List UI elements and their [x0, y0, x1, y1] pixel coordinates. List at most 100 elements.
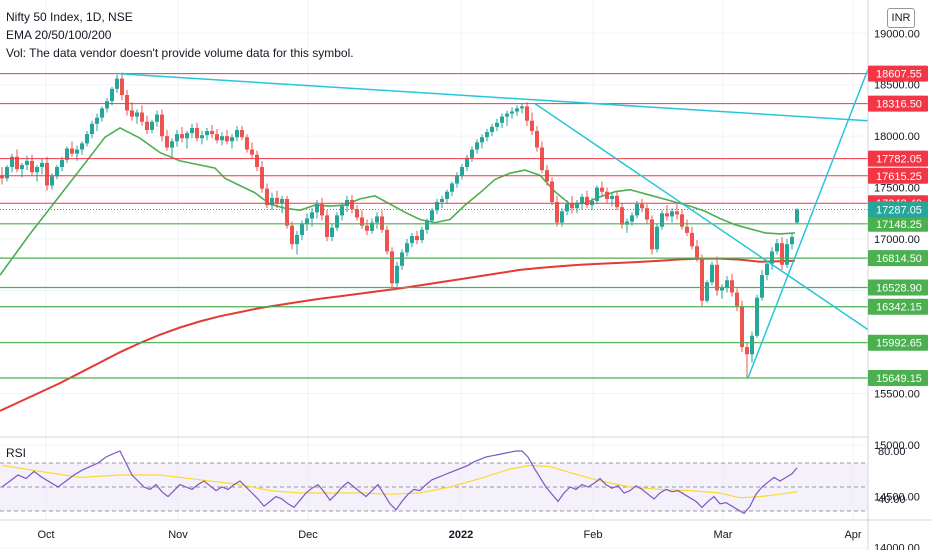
candle-body [270, 197, 274, 206]
time-tick-label: Nov [168, 529, 188, 541]
candle-body [360, 217, 364, 226]
resistance-price-label-bg [868, 150, 928, 167]
candle-body [615, 195, 619, 208]
candle-body [295, 234, 299, 245]
candle-body [180, 134, 184, 139]
candle-body [80, 143, 84, 150]
candle-body [335, 215, 339, 228]
candle-body [630, 215, 634, 222]
candle-body [480, 137, 484, 143]
time-tick-label: Oct [37, 529, 54, 541]
rsi-ma-line [1, 464, 798, 499]
candle-body [490, 126, 494, 133]
candle-body [340, 206, 344, 216]
candle-body [425, 220, 429, 230]
candle-body [65, 148, 69, 160]
candle-body [775, 243, 779, 252]
last-price-label-bg [868, 201, 928, 218]
candle-body [720, 287, 724, 291]
candle-body [595, 187, 599, 201]
price-axis-bg [868, 0, 932, 550]
ema-20-line [0, 126, 796, 276]
candle-body [375, 216, 379, 223]
price-labels[interactable]: 18607.5518316.5017782.0517615.2517348.40… [868, 65, 928, 387]
support-price-label-bg [868, 215, 928, 232]
support-price-label-bg [868, 298, 928, 315]
time-tick-label: 2022 [449, 529, 473, 541]
ema-lines [0, 126, 796, 412]
candle-body [790, 237, 794, 245]
currency-button[interactable]: INR [887, 8, 915, 28]
candle-body [515, 108, 519, 112]
candle-body [215, 134, 219, 141]
candle-body [525, 106, 529, 121]
candle-body [440, 198, 444, 203]
support-price-label-bg [868, 334, 928, 351]
rsi-tick-label: 80.00 [878, 446, 906, 458]
candle-body [90, 123, 94, 135]
price-tick-label: 14500.00 [874, 491, 920, 503]
candle-body [725, 280, 729, 288]
rsi-tick-label: 40.00 [878, 494, 906, 506]
candle-body [220, 136, 224, 141]
candle-body [755, 297, 759, 336]
candle-body [565, 204, 569, 212]
candle-body [15, 156, 19, 170]
candle-body [25, 160, 29, 165]
candle-body [435, 202, 439, 211]
candle-body [660, 213, 664, 227]
candle-body [655, 226, 659, 250]
price-tick-label: 17000.00 [874, 234, 920, 246]
candle-body [445, 191, 449, 199]
time-tick-label: Dec [298, 529, 318, 541]
candle-body [200, 135, 204, 139]
candle-body [520, 106, 524, 109]
candle-body [410, 235, 414, 244]
candle-body [555, 202, 559, 223]
price-tick-label: 18000.00 [874, 131, 920, 143]
candle-body [10, 156, 14, 168]
candle-body [210, 131, 214, 135]
candle-body [260, 167, 264, 189]
candle-body [85, 134, 89, 144]
candle-body [330, 227, 334, 238]
candle-body [0, 175, 4, 179]
time-tick-label: Feb [584, 529, 603, 541]
symbol-title[interactable]: Nifty 50 Index, 1D, NSE [6, 10, 133, 24]
ema-legend[interactable]: EMA 20/50/100/200 [6, 28, 112, 42]
candle-body [245, 137, 249, 150]
candle-body [255, 154, 259, 168]
price-tick-label: 15500.00 [874, 388, 920, 400]
resistance-price-label: 18316.50 [876, 99, 922, 111]
candle-body [475, 142, 479, 150]
candle-body [510, 111, 514, 114]
candle-body [575, 203, 579, 209]
candle-body [620, 207, 624, 225]
candle-body [460, 167, 464, 176]
resistance-price-label-bg [868, 95, 928, 112]
candle-body [205, 131, 209, 136]
rsi-line [1, 450, 798, 515]
support-price-label: 16342.15 [876, 302, 922, 314]
candle-body [55, 167, 59, 177]
candle-body [500, 116, 504, 123]
candle-body [70, 148, 74, 154]
candle-body [195, 127, 199, 139]
candle-body [610, 195, 614, 199]
candle-body [505, 113, 509, 117]
candle-body [110, 88, 114, 102]
candle-body [370, 222, 374, 231]
support-price-label: 15992.65 [876, 338, 922, 350]
candle-body [485, 132, 489, 138]
candle-body [455, 175, 459, 184]
candle-body [280, 198, 284, 204]
candle-body [795, 209, 799, 223]
candle-body [390, 251, 394, 284]
candle-body [305, 218, 309, 224]
candle-body [560, 211, 564, 223]
candle-body [600, 187, 604, 192]
candle-body [750, 335, 754, 355]
ema-200-line [0, 257, 796, 412]
candle-body [580, 196, 584, 204]
candle-body [100, 108, 104, 118]
